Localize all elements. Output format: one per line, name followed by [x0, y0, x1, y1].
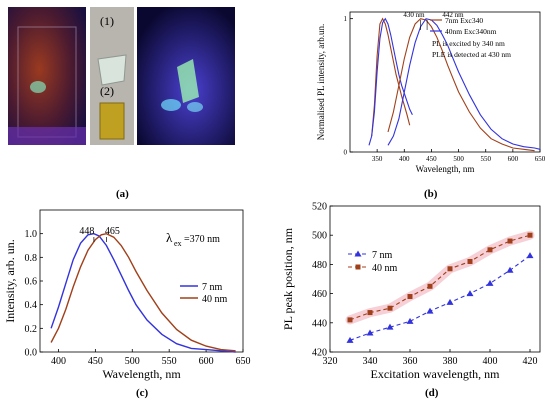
data-point [446, 298, 454, 305]
annotation-430: 430 nm [403, 11, 425, 19]
data-point [347, 317, 353, 323]
chart-c: 400 450 500 550 600 650 0.0 0.2 0.4 0.6 0.8 1.0 Wave… [3, 209, 251, 381]
y-tick-label: 520 [312, 202, 327, 213]
panel-label-b: (b) [424, 188, 438, 200]
x-tick-label: 400 [399, 155, 410, 163]
x-tick-label: 320 [323, 356, 338, 367]
x-tick-label: 550 [480, 155, 491, 163]
chart-d: 320 340 360 380 400 420 420 440 460 480 500 520 Exci… [281, 202, 541, 381]
panel-label-d: (d) [425, 387, 439, 399]
y-tick-label: 1 [344, 15, 348, 23]
x-tick-label: 360 [403, 356, 418, 367]
x-tick-label: 500 [125, 356, 140, 367]
y-axis-label: Normalised PL intensity, arb.un. [316, 24, 326, 141]
series-line-0 [349, 255, 531, 341]
x-tick-label: 650 [236, 356, 251, 367]
panel-label-a: (a) [116, 188, 129, 200]
legend-entry: 40 nm [202, 294, 228, 305]
data-point [506, 266, 514, 273]
data-point [507, 238, 513, 244]
y-tick-label: 0.0 [25, 348, 38, 359]
y-tick-label: 480 [312, 260, 327, 271]
data-point [386, 323, 394, 330]
x-tick-label: 380 [443, 356, 458, 367]
x-tick-label: 600 [508, 155, 519, 163]
y-axis-label: Intensity, arb. un. [3, 239, 17, 323]
x-tick-label: 400 [483, 356, 498, 367]
data-point [346, 336, 354, 343]
data-point [426, 307, 434, 314]
y-tick-label: 1.0 [25, 229, 38, 240]
excitation-symbol: λ [166, 230, 173, 245]
x-axis-label: Wavelength, nm [416, 164, 475, 174]
data-point [467, 258, 473, 264]
plot-frame [349, 11, 541, 153]
legend-entry: 40nm Exc340nm [445, 27, 497, 36]
data-point [526, 252, 534, 259]
data-point [447, 266, 453, 272]
annotation-442: 442 nm [442, 11, 464, 19]
photo-label-2: (2) [100, 84, 114, 98]
x-tick-label: 650 [535, 155, 546, 163]
panel-label-c: (c) [136, 387, 149, 399]
legend-entry: 40 nm [372, 263, 398, 274]
y-tick-label: 460 [312, 289, 327, 300]
annotation-448: 448 [79, 226, 94, 237]
series-line-2 [387, 18, 535, 152]
data-point [486, 279, 494, 286]
x-tick-label: 420 [523, 356, 538, 367]
x-tick-label: 340 [363, 356, 378, 367]
data-point [427, 283, 433, 289]
legend-marker [355, 264, 361, 270]
excitation-value: =370 nm [184, 234, 220, 245]
legend-entry: 7 nm [202, 282, 223, 293]
legend-entry: 7nm Exc340 [445, 16, 483, 25]
photo-samples [90, 7, 134, 145]
series-line-1 [50, 232, 236, 352]
data-point [406, 317, 414, 324]
y-tick-label: 0.4 [25, 300, 38, 311]
annotation-465: 465 [105, 226, 120, 237]
legend-note: PLE is detected at 430 nm [432, 50, 511, 59]
data-point [366, 329, 374, 336]
data-point [487, 247, 493, 253]
x-tick-label: 450 [426, 155, 437, 163]
y-tick-label: 0.8 [25, 253, 38, 264]
series-line-0 [371, 17, 411, 137]
legend-entry: 7 nm [372, 250, 393, 261]
y-tick-label: 0 [344, 148, 348, 156]
x-tick-label: 500 [453, 155, 464, 163]
x-axis-label: Wavelength, nm [102, 367, 181, 381]
photo-uv [137, 7, 235, 145]
chart-b: 350 400 450 500 550 600 650 0 1 Wavelength, nm Nor… [316, 11, 546, 174]
x-tick-label: 550 [162, 356, 177, 367]
y-axis-label: PL peak position, nm [281, 227, 295, 330]
photo-beaker [8, 7, 86, 145]
series-line-1 [349, 234, 531, 321]
series-line-3 [387, 18, 541, 150]
x-tick-label: 400 [51, 356, 66, 367]
data-point [466, 290, 474, 297]
x-tick-label: 350 [372, 155, 383, 163]
data-point [387, 305, 393, 311]
y-tick-label: 0.2 [25, 324, 38, 335]
series-line-1 [368, 17, 413, 146]
x-tick-label: 450 [88, 356, 103, 367]
y-tick-label: 500 [312, 231, 327, 242]
x-axis-label: Excitation wavelength, nm [371, 367, 501, 381]
data-point [367, 310, 373, 316]
legend-note: PL is excited by 340 nm [432, 39, 505, 48]
y-tick-label: 440 [312, 318, 327, 329]
excitation-subscript: ex [174, 239, 182, 248]
legend-marker [354, 250, 362, 257]
photo-label-1: (1) [100, 14, 114, 28]
y-tick-label: 0.6 [25, 277, 38, 288]
series-line-0 [50, 232, 236, 353]
x-tick-label: 600 [199, 356, 214, 367]
data-point [527, 232, 533, 238]
data-point [407, 294, 413, 300]
y-tick-label: 420 [312, 348, 327, 359]
